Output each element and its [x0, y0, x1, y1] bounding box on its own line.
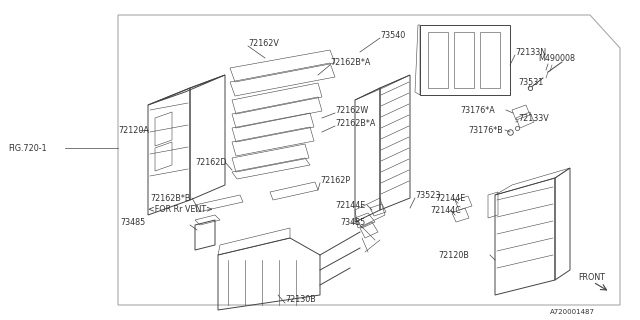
Text: 72144E: 72144E — [435, 194, 465, 203]
Text: 72162B*B: 72162B*B — [150, 194, 190, 203]
Text: 72162D: 72162D — [195, 157, 227, 166]
Text: 72162B*A: 72162B*A — [330, 58, 371, 67]
Text: 73176*B: 73176*B — [468, 125, 503, 134]
Text: 72162B*A: 72162B*A — [335, 118, 376, 127]
Text: 72120B: 72120B — [438, 251, 469, 260]
Text: 72133V: 72133V — [518, 114, 548, 123]
Text: 72133N: 72133N — [515, 47, 546, 57]
Text: 73176*A: 73176*A — [460, 106, 495, 115]
Text: 73523: 73523 — [415, 190, 440, 199]
Text: M490008: M490008 — [538, 53, 575, 62]
Text: A720001487: A720001487 — [550, 309, 595, 315]
Text: 72144E: 72144E — [335, 201, 365, 210]
Text: 72162W: 72162W — [335, 106, 368, 115]
Text: <FOR Rr VENT>: <FOR Rr VENT> — [148, 204, 213, 213]
Text: 72130B: 72130B — [285, 295, 316, 305]
Text: 73540: 73540 — [380, 30, 405, 39]
Text: 72144C: 72144C — [430, 205, 461, 214]
Text: 72120A: 72120A — [118, 125, 149, 134]
Text: FRONT: FRONT — [578, 274, 605, 283]
Text: FIG.720-1: FIG.720-1 — [8, 143, 47, 153]
Text: 73485: 73485 — [120, 218, 145, 227]
Text: 72162V: 72162V — [248, 38, 279, 47]
Text: 72162P: 72162P — [320, 175, 350, 185]
Text: 73485: 73485 — [340, 218, 365, 227]
Text: 73531: 73531 — [518, 77, 543, 86]
